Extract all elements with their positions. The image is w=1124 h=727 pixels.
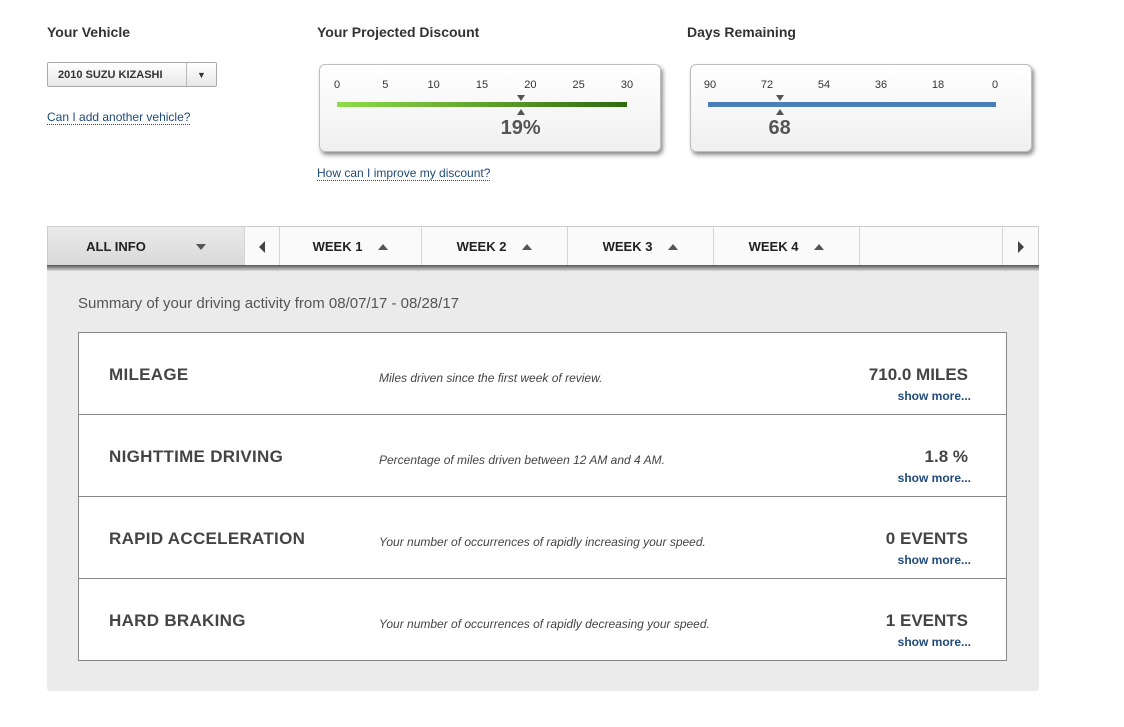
- metric-value: 0 EVENTS: [885, 529, 968, 548]
- tab-label: WEEK 1: [312, 239, 363, 254]
- chevron-down-icon[interactable]: ▼: [186, 63, 216, 86]
- gauge-tick-label: 20: [524, 79, 537, 91]
- metric-row: NIGHTTIME DRIVING Percentage of miles dri…: [79, 415, 1006, 497]
- discount-marker-up-icon: [516, 109, 525, 115]
- metric-value: 1.8 %: [924, 447, 968, 466]
- metric-row: MILEAGE Miles driven since the first week…: [79, 333, 1006, 415]
- caret-up-icon: [378, 243, 389, 250]
- metric-name: NIGHTTIME DRIVING: [109, 447, 284, 466]
- tab-label: WEEK 2: [456, 239, 507, 254]
- discount-label: Your Projected Discount: [317, 24, 480, 40]
- metric-name: RAPID ACCELERATION: [109, 529, 306, 548]
- metric-row: HARD BRAKING Your number of occurrences o…: [79, 579, 1006, 660]
- discount-gauge: 19% 0 5 10 15 20 25 30: [319, 64, 661, 152]
- next-arrow-button[interactable]: [1003, 227, 1038, 266]
- show-more-link[interactable]: show more...: [897, 389, 971, 403]
- gauge-tick-label: 36: [874, 79, 888, 91]
- days-bar: [708, 102, 996, 107]
- metric-value: 710.0 MILES: [868, 365, 968, 384]
- days-marker-up-icon: [775, 109, 784, 115]
- vehicle-select[interactable]: 2010 SUZU KIZASHI ▼: [47, 62, 217, 87]
- gauge-tick-label: 15: [475, 79, 489, 91]
- caret-up-icon: [668, 243, 679, 250]
- gauge-tick-label: 5: [382, 79, 389, 91]
- tab-divider: [47, 265, 1039, 271]
- days-gauge: 68 90 72 54 36 18 0: [690, 64, 1032, 152]
- metric-description: Miles driven since the first week of rev…: [379, 371, 603, 385]
- tab-label: ALL INFO: [86, 239, 146, 254]
- caret-up-icon: [814, 243, 825, 250]
- gauge-tick-label: 54: [817, 79, 831, 91]
- metric-description: Your number of occurrences of rapidly in…: [379, 535, 706, 549]
- gauge-tick-label: 30: [620, 79, 634, 91]
- show-more-link[interactable]: show more...: [897, 471, 971, 485]
- vehicle-select-value: 2010 SUZU KIZASHI: [58, 68, 163, 81]
- gauge-tick-label: 72: [760, 79, 774, 91]
- tab-empty: [860, 227, 1003, 266]
- gauge-tick-label: 18: [931, 79, 945, 91]
- show-more-link[interactable]: show more...: [897, 635, 971, 649]
- metric-description: Your number of occurrences of rapidly de…: [379, 617, 710, 631]
- caret-up-icon: [522, 243, 533, 250]
- gauge-tick-label: 0: [333, 79, 341, 91]
- vehicle-label: Your Vehicle: [47, 24, 130, 40]
- show-more-link[interactable]: show more...: [897, 553, 971, 567]
- metric-value: 1 EVENTS: [885, 611, 968, 630]
- tab-all-info[interactable]: ALL INFO: [48, 227, 245, 266]
- prev-arrow-button[interactable]: [245, 227, 280, 266]
- tab-label: WEEK 3: [602, 239, 653, 254]
- days-readout: 68: [768, 117, 791, 139]
- metrics-table: MILEAGE Miles driven since the first week…: [78, 332, 1007, 661]
- metric-description: Percentage of miles driven between 12 AM…: [379, 453, 665, 467]
- tab-week-1[interactable]: WEEK 1: [280, 227, 422, 266]
- tab-week-2[interactable]: WEEK 2: [422, 227, 568, 266]
- days-marker-down-icon: [775, 95, 784, 101]
- gauge-tick-label: 0: [991, 79, 999, 91]
- days-remaining-label: Days Remaining: [687, 24, 796, 40]
- metric-name: MILEAGE: [109, 365, 189, 384]
- gauge-tick-label: 90: [703, 79, 717, 91]
- week-tabs: ALL INFO WEEK 1 WEEK 2 WEEK 3 WEEK 4: [47, 226, 1039, 266]
- gauge-tick-label: 10: [427, 79, 440, 91]
- add-vehicle-link[interactable]: Can I add another vehicle?: [47, 110, 191, 125]
- summary-text: Summary of your driving activity from 08…: [78, 295, 460, 312]
- tab-label: WEEK 4: [748, 239, 799, 254]
- caret-down-icon: [195, 243, 206, 250]
- tab-week-3[interactable]: WEEK 3: [568, 227, 714, 266]
- discount-marker-down-icon: [516, 95, 525, 101]
- summary-panel: Summary of your driving activity from 08…: [47, 266, 1039, 691]
- gauge-tick-label: 25: [572, 79, 585, 91]
- discount-readout: 19%: [500, 117, 541, 139]
- tab-week-4[interactable]: WEEK 4: [714, 227, 860, 266]
- arrow-left-icon: [259, 240, 265, 253]
- discount-bar: [337, 102, 627, 107]
- improve-discount-link[interactable]: How can I improve my discount?: [317, 166, 491, 181]
- metric-row: RAPID ACCELERATION Your number of occurre…: [79, 497, 1006, 579]
- arrow-right-icon: [1017, 240, 1024, 253]
- metric-name: HARD BRAKING: [109, 611, 246, 630]
